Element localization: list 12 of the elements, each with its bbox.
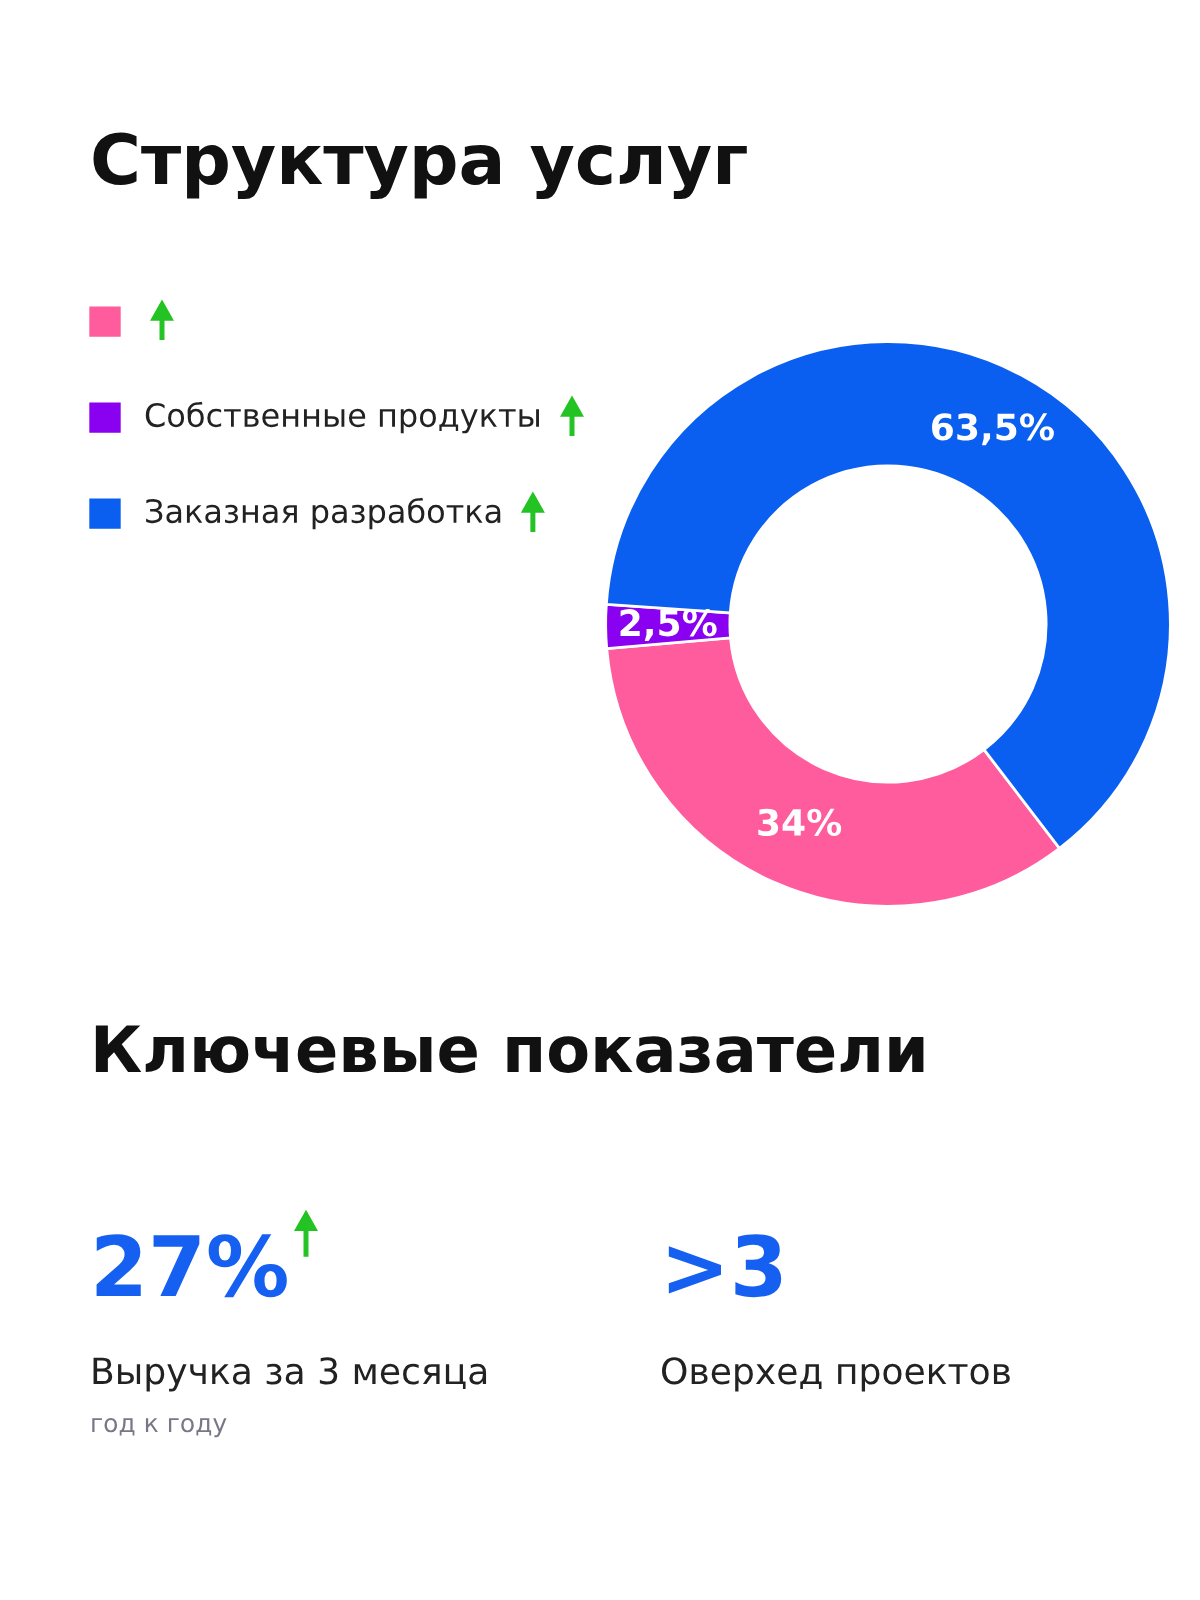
legend-label: Заказная разработка: [146, 497, 501, 530]
data-label: 34%: [758, 808, 842, 836]
text: Выручка за 3 месяца: [93, 1357, 487, 1392]
legend-label: Собственные продукты: [145, 401, 539, 434]
text: Ключевые показатели: [95, 1025, 924, 1073]
data-label: 63,5%: [932, 413, 1054, 446]
text: год к году: [92, 1418, 227, 1438]
text: Оверхед проектов: [662, 1357, 1010, 1392]
chart-title: Структура услуг: [93, 132, 747, 199]
data-label: 2,5%: [620, 609, 717, 642]
text: 27%: [96, 1234, 287, 1298]
text: >3: [668, 1234, 782, 1298]
